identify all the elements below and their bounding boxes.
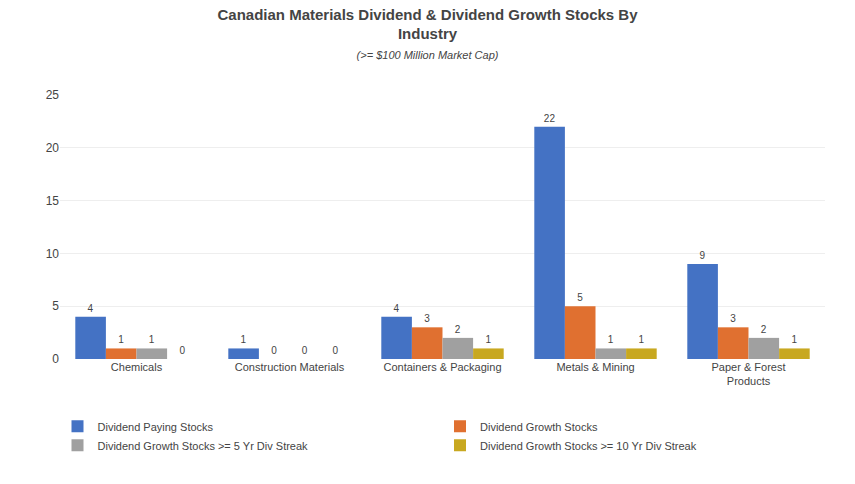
svg-text:15: 15 bbox=[46, 194, 60, 208]
svg-text:Construction Materials: Construction Materials bbox=[235, 361, 345, 373]
svg-text:0: 0 bbox=[332, 345, 338, 356]
svg-text:1: 1 bbox=[791, 334, 797, 345]
svg-text:10: 10 bbox=[46, 247, 60, 261]
svg-text:Dividend Growth Stocks: Dividend Growth Stocks bbox=[480, 421, 598, 433]
svg-text:1: 1 bbox=[638, 334, 644, 345]
svg-text:0: 0 bbox=[52, 352, 59, 366]
svg-text:Metals & Mining: Metals & Mining bbox=[556, 361, 634, 373]
svg-text:Paper & ForestProducts: Paper & ForestProducts bbox=[712, 361, 786, 387]
svg-text:1: 1 bbox=[608, 334, 614, 345]
svg-text:1: 1 bbox=[149, 334, 155, 345]
svg-text:1: 1 bbox=[485, 334, 491, 345]
svg-text:2: 2 bbox=[455, 324, 461, 335]
svg-text:20: 20 bbox=[46, 141, 60, 155]
svg-text:5: 5 bbox=[577, 292, 583, 303]
svg-text:Dividend Paying Stocks: Dividend Paying Stocks bbox=[98, 421, 214, 433]
svg-text:9: 9 bbox=[700, 250, 706, 261]
svg-text:Dividend Growth Stocks >= 10 Y: Dividend Growth Stocks >= 10 Yr Div Stre… bbox=[480, 440, 697, 452]
svg-text:1: 1 bbox=[118, 334, 124, 345]
svg-text:Dividend Growth Stocks >= 5 Yr: Dividend Growth Stocks >= 5 Yr Div Strea… bbox=[98, 440, 309, 452]
svg-text:4: 4 bbox=[394, 303, 400, 314]
svg-text:3: 3 bbox=[730, 313, 736, 324]
svg-text:3: 3 bbox=[424, 313, 430, 324]
svg-text:22: 22 bbox=[544, 113, 556, 124]
svg-text:1: 1 bbox=[241, 334, 247, 345]
svg-text:2: 2 bbox=[761, 324, 767, 335]
svg-text:4: 4 bbox=[88, 303, 94, 314]
svg-text:5: 5 bbox=[52, 299, 59, 313]
svg-text:0: 0 bbox=[271, 345, 277, 356]
svg-text:Containers & Packaging: Containers & Packaging bbox=[383, 361, 501, 373]
svg-text:Canadian Materials Dividend &: Canadian Materials Dividend & Dividend G… bbox=[217, 6, 638, 61]
svg-text:0: 0 bbox=[179, 345, 185, 356]
svg-text:0: 0 bbox=[302, 345, 308, 356]
svg-text:25: 25 bbox=[46, 88, 60, 102]
svg-text:Chemicals: Chemicals bbox=[111, 361, 163, 373]
